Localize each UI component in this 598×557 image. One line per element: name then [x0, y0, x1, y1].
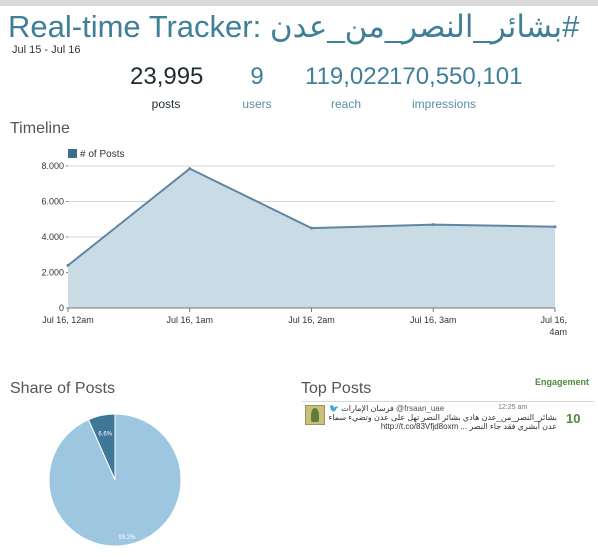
engagement-column-header: Engagement	[535, 377, 590, 387]
stat-users-label: users	[242, 97, 272, 111]
avatar[interactable]	[305, 405, 325, 425]
twitter-bird-icon: 🐦	[329, 404, 339, 413]
stat-impressions: 170,550,101 impressions	[389, 62, 523, 112]
timeline-point[interactable]	[553, 225, 557, 229]
stat-posts-value: 23,995	[130, 63, 204, 90]
post-engagement-count: 10	[566, 411, 581, 426]
timeline-point[interactable]	[66, 263, 70, 267]
y-tick-label: 6.000	[41, 197, 64, 207]
hashtag-text: #بشائر_النصر_من_عدن	[269, 9, 580, 44]
stat-users-value: 9	[250, 63, 264, 90]
pie-slice[interactable]	[48, 413, 182, 547]
timeline-point[interactable]	[431, 223, 435, 227]
x-tick-label: Jul 16, 3am	[410, 315, 457, 325]
y-tick-label: 2.000	[41, 268, 64, 278]
stat-posts: 23,995 posts	[130, 62, 204, 112]
top-posts-heading: Top Posts	[301, 380, 372, 397]
stat-impressions-label: impressions	[411, 97, 477, 111]
page-title: Real-time Tracker: #بشائر_النصر_من_عدن	[8, 9, 580, 44]
post-text-line-1: بشائر_النصر_من_عدن هادي بشائر النصر تهل …	[329, 413, 557, 422]
date-range: Jul 15 - Jul 16	[12, 44, 81, 56]
legend-label: # of Posts	[80, 149, 124, 160]
stat-reach-label: reach	[330, 97, 362, 111]
x-tick-label: Jul 16, 12am	[42, 315, 94, 325]
x-tick-label: Jul 16, 2am	[288, 315, 335, 325]
x-tick-label: Jul 16, 4am	[540, 315, 567, 337]
post-text: بشائر_النصر_من_عدن هادي بشائر النصر تهل …	[329, 413, 557, 431]
stat-reach-value: 119,022	[305, 63, 390, 90]
stat-posts-label: posts	[151, 97, 181, 111]
x-tick-label: Jul 16, 1am	[166, 315, 213, 325]
pie-slice-label: 6.6%	[98, 432, 112, 438]
post-author-name[interactable]: فرسان الإمارات	[341, 404, 394, 413]
legend-swatch	[68, 149, 77, 158]
stat-impressions-value: 170,550,101	[389, 63, 523, 90]
pie-slice-label: 93.2%	[118, 535, 136, 541]
share-heading: Share of Posts	[10, 380, 115, 397]
timeline-point[interactable]	[310, 226, 313, 230]
cropped-top-strip	[0, 0, 598, 6]
post-text-line-2[interactable]: عدن أبشري فقد جاء النصر ... http://t.co/…	[380, 422, 557, 431]
stat-users: 9 users	[234, 62, 280, 112]
top-post-row[interactable]: 🐦 فرسان الإمارات @frsaan_uae 12:25 am بش…	[302, 401, 594, 438]
y-tick-label: 0	[59, 303, 64, 313]
post-author-line: 🐦 فرسان الإمارات @frsaan_uae	[329, 404, 444, 413]
timeline-chart: 0 2.000 4.000 6.000 8.000 Jul 16, 12am Jul 16…	[41, 149, 567, 337]
timeline-area-fill	[68, 168, 555, 308]
share-pie-chart: 6.6% 93.2%	[48, 413, 182, 547]
y-tick-label: 4.000	[41, 232, 64, 242]
y-tick-label: 8.000	[41, 161, 64, 171]
post-time: 12:25 am	[498, 404, 528, 411]
timeline-point[interactable]	[188, 167, 192, 171]
timeline-heading: Timeline	[10, 120, 70, 137]
post-author-handle[interactable]: @frsaan_uae	[396, 404, 445, 413]
stat-reach: 119,022 reach	[305, 62, 390, 112]
